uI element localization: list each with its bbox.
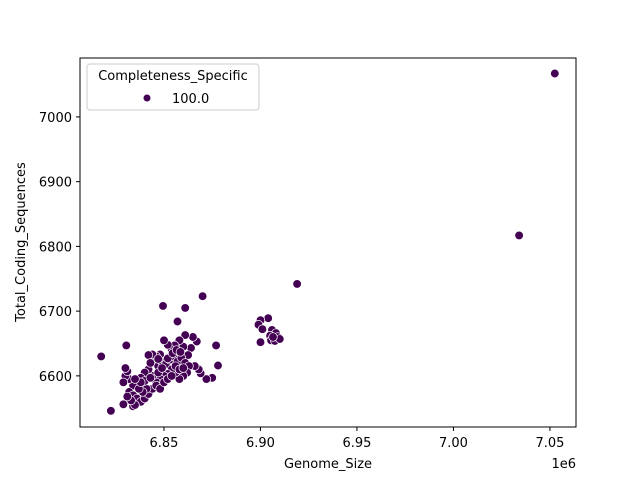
y-tick-label: 6900 xyxy=(39,176,72,191)
data-point xyxy=(514,230,524,241)
plot-frame xyxy=(79,57,577,428)
y-tick-label: 6700 xyxy=(39,305,72,320)
y-axis-ticks: 6600 6700 6800 6900 7000 xyxy=(39,111,80,385)
x-tick-label: 7.05 xyxy=(535,436,564,451)
data-point xyxy=(211,340,221,351)
data-point xyxy=(257,324,268,334)
data-point xyxy=(263,313,273,323)
legend: Completeness_Specific 100.0 xyxy=(86,63,260,111)
data-point xyxy=(180,330,190,340)
data-point xyxy=(167,371,177,381)
legend-box xyxy=(86,63,260,111)
data-points xyxy=(96,68,560,416)
y-tick-label: 6600 xyxy=(39,370,72,385)
y-axis-label: Total_Coding_Sequences xyxy=(14,162,29,323)
x-tick-label: 6.95 xyxy=(342,436,371,451)
data-point xyxy=(122,391,132,402)
data-point xyxy=(153,354,163,364)
data-point xyxy=(118,399,129,409)
data-point xyxy=(158,301,168,311)
data-point xyxy=(172,316,183,327)
data-point xyxy=(130,374,140,384)
data-point xyxy=(268,332,278,342)
data-point xyxy=(96,351,106,362)
x-tick-label: 6.90 xyxy=(246,436,275,451)
data-point xyxy=(292,279,302,289)
y-tick-label: 6800 xyxy=(39,240,72,255)
data-point xyxy=(106,406,116,416)
data-point xyxy=(145,358,156,368)
x-axis-ticks: 6.85 6.90 6.95 7.00 7.05 xyxy=(149,427,564,451)
data-point xyxy=(197,291,208,301)
x-axis-offset-label: 1e6 xyxy=(551,457,576,472)
data-point xyxy=(550,68,560,79)
data-point xyxy=(157,363,167,373)
data-point xyxy=(201,374,212,384)
y-tick-label: 7000 xyxy=(39,111,72,126)
data-point xyxy=(213,360,223,371)
data-point xyxy=(118,377,129,387)
data-point xyxy=(145,373,156,383)
x-tick-label: 7.00 xyxy=(439,436,468,451)
data-point xyxy=(159,335,169,345)
legend-title: Completeness_Specific xyxy=(98,69,248,84)
data-point xyxy=(143,350,154,360)
legend-entry-label: 100.0 xyxy=(172,92,209,107)
data-point xyxy=(255,337,266,347)
x-tick-label: 6.85 xyxy=(149,436,178,451)
x-axis-label: Genome_Size xyxy=(284,457,372,472)
data-point xyxy=(175,347,186,357)
data-point xyxy=(188,332,198,342)
data-point xyxy=(178,363,188,373)
data-point xyxy=(120,363,131,373)
data-point xyxy=(121,340,131,351)
data-point xyxy=(180,303,190,313)
legend-marker-icon xyxy=(143,94,151,102)
